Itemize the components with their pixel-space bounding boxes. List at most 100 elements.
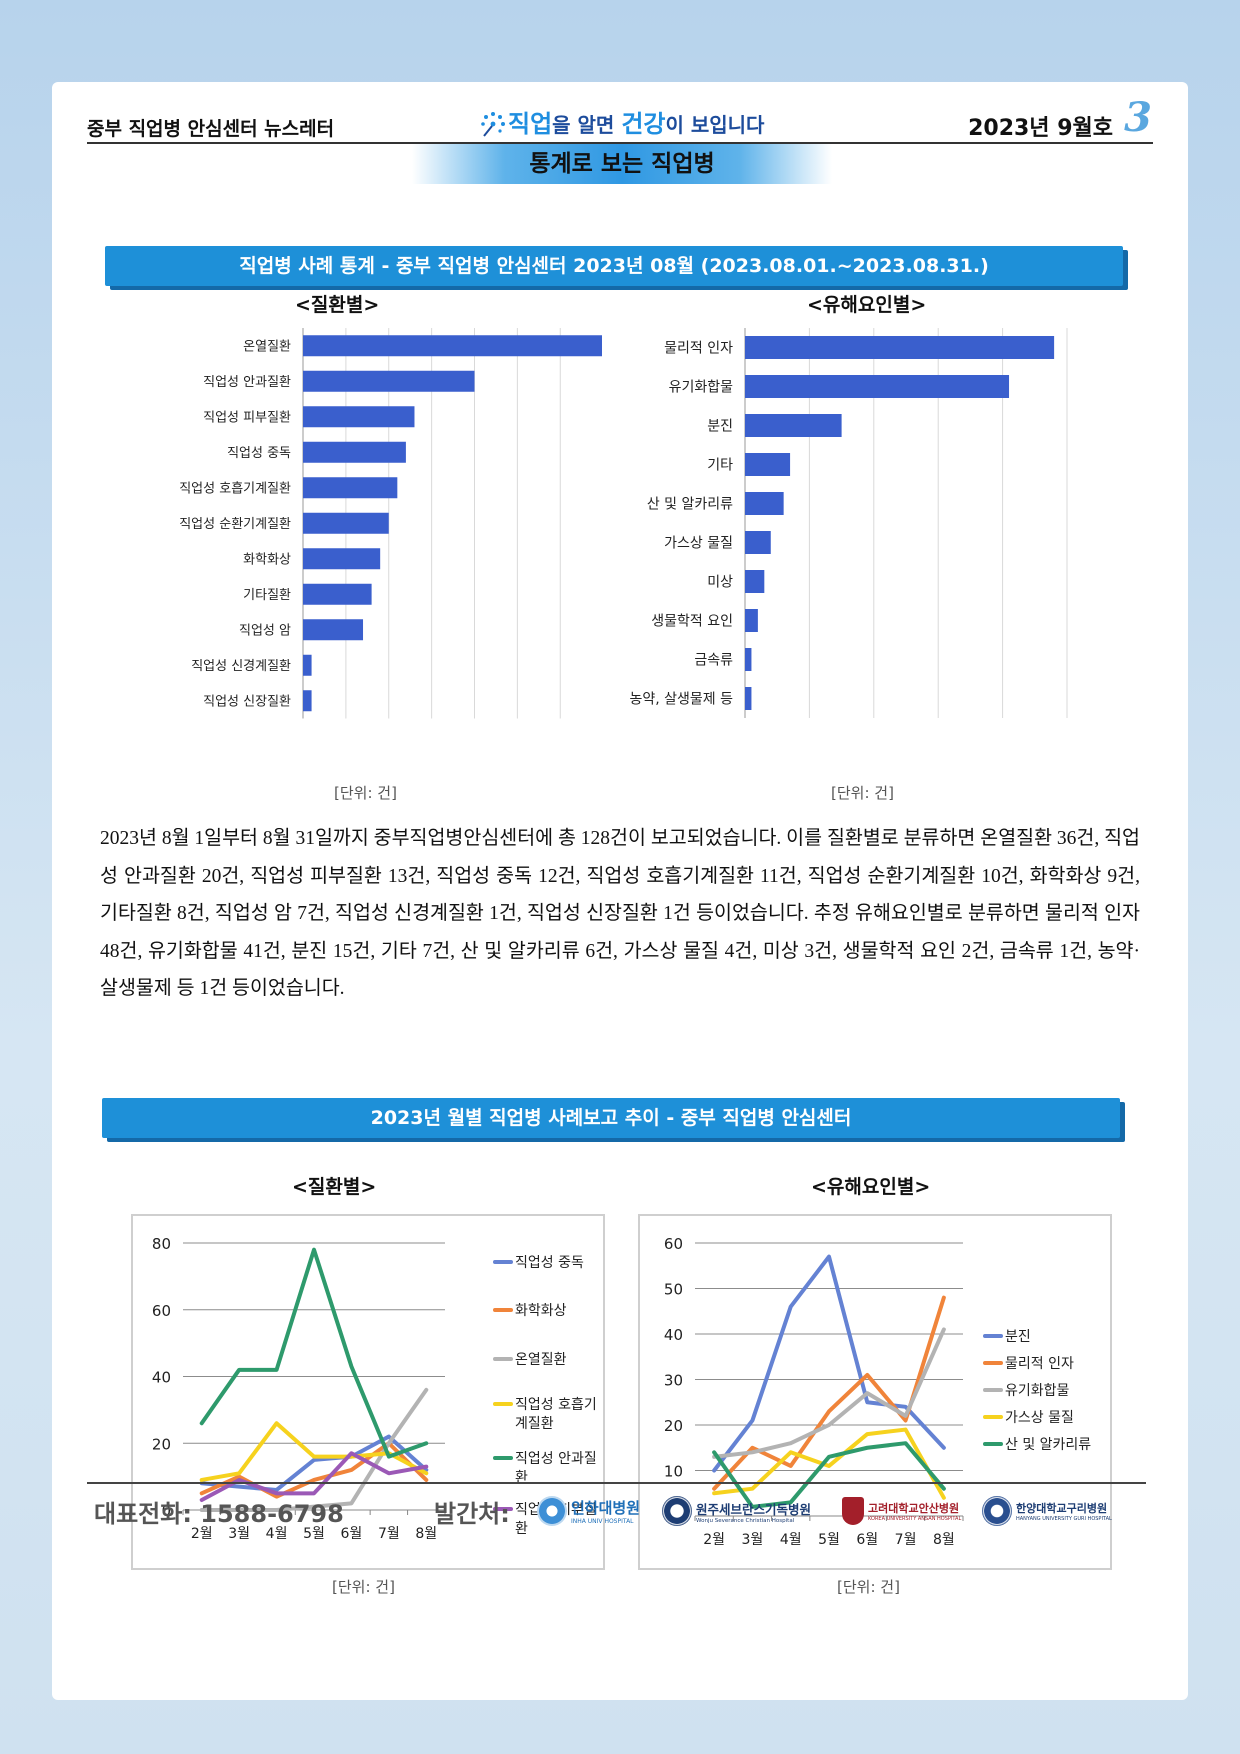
- legend-label: 직업성 호흡기 계질환: [515, 1397, 597, 1432]
- bar-직업성 피부질환: [303, 406, 415, 428]
- legend-label-part: 가스상 물질: [1005, 1410, 1074, 1426]
- bar-직업성 암: [303, 619, 364, 641]
- bar-직업성 신장질환: [303, 690, 312, 712]
- category-label: 기타질환: [243, 588, 291, 603]
- slogan: 직업을 알면 건강이 보입니다: [480, 104, 764, 139]
- legend-label: 온열질환: [515, 1352, 567, 1368]
- y-tick-label: 0: [161, 1502, 171, 1520]
- x-tick-label: 3월: [228, 1526, 250, 1542]
- x-tick-label: 2월: [703, 1532, 725, 1548]
- newsletter-name: 중부 직업병 안심센터 뉴스레터: [87, 118, 335, 140]
- x-tick-label: 5월: [303, 1526, 325, 1542]
- legend-label: 산 및 알카리류: [1005, 1437, 1091, 1453]
- bar-직업성 중독: [303, 441, 406, 463]
- legend-label: 직업성 중독: [515, 1255, 584, 1271]
- category-label: 직업성 피부질환: [203, 410, 291, 425]
- wonju-name: 원주세브란스기독병원: [696, 1501, 812, 1517]
- wonju-hospital-logo: 원주세브란스기독병원 Wonju Severance Christian Hos…: [662, 1493, 811, 1529]
- category-label: 직업성 신경계질환: [191, 659, 291, 674]
- hanyang-name: 한양대학교구리병원: [1016, 1502, 1108, 1515]
- category-label: 산 및 알카리류: [647, 496, 733, 512]
- legend-label-part: 산 및 알카리류: [1005, 1437, 1091, 1453]
- bar-가스상 물질: [745, 531, 771, 554]
- x-tick-label: 4월: [266, 1526, 288, 1542]
- y-tick-label: 40: [664, 1326, 683, 1344]
- bar-직업성 호흡기계질환: [303, 477, 398, 499]
- bar-유기화합물: [745, 375, 1010, 398]
- series-line-직업성 안과질환: [199, 1247, 429, 1459]
- series-line-물리적 인자: [712, 1295, 946, 1491]
- bar-화학화상: [303, 548, 381, 570]
- legend-label-part: 유기화합물: [1005, 1383, 1070, 1399]
- line-chart-disease-unit: [단위: 건]: [332, 1578, 395, 1596]
- category-label: 물리적 인자: [664, 340, 733, 356]
- bar-chart-hazard-unit: [단위: 건]: [831, 784, 894, 802]
- x-tick-label: 6월: [341, 1526, 363, 1542]
- x-tick-label: 5월: [818, 1532, 840, 1548]
- legend-label: 유기화합물: [1005, 1383, 1070, 1399]
- y-tick-label: 20: [664, 1417, 683, 1435]
- header-divider: [87, 142, 1153, 144]
- legend-label-part: 계질환: [515, 1416, 554, 1432]
- line-chart-hazard-title: <유해요인별>: [811, 1176, 931, 1198]
- legend-label-part: 물리적 인자: [1005, 1356, 1074, 1372]
- x-tick-label: 3월: [742, 1532, 764, 1548]
- bar-chart-disease-unit: [단위: 건]: [334, 784, 397, 802]
- bar-chart-disease-title: <질환별>: [295, 294, 380, 316]
- series-line-유기화합물: [712, 1327, 946, 1459]
- line-chart-disease-title: <질환별>: [292, 1176, 377, 1198]
- hanyang-guri-hospital-logo: 한양대학교구리병원 HANYANG UNIVERSITY GURI HOSPIT…: [982, 1493, 1112, 1529]
- category-label: 직업성 암: [239, 623, 291, 638]
- legend-label-part: 분진: [1005, 1329, 1031, 1345]
- bar-미상: [745, 570, 765, 593]
- bar-chart-hazard-title: <유해요인별>: [807, 294, 927, 316]
- issue-date: 2023년 9월호: [968, 116, 1113, 141]
- category-label: 가스상 물질: [664, 535, 733, 551]
- category-label: 직업성 중독: [227, 446, 291, 461]
- footer-divider: [87, 1482, 1146, 1484]
- inha-hospital-logo: 인하대병원 INHA UNIV HOSPITAL: [537, 1493, 640, 1529]
- bar-산 및 알카리류: [745, 492, 784, 515]
- y-tick-label: 40: [152, 1369, 171, 1387]
- sunburst-icon: [481, 112, 505, 137]
- line-chart-disease-frame: 0 20 40 60 80 2월 3월 4월 5월 6월 7월 8월 직업성 중독 화학화상 온열질환 직업성…: [131, 1214, 605, 1570]
- publisher-label: 발간처:: [434, 1500, 510, 1528]
- category-label: 농약, 살생물제 등: [629, 691, 733, 707]
- bar-분진: [745, 414, 842, 437]
- category-label: 직업성 호흡기계질환: [179, 481, 291, 496]
- line-chart-hazard: 01020304050602월3월4월5월6월7월8월분진물리적 인자유기화합물…: [664, 1235, 1091, 1548]
- category-label: 유기화합물: [669, 379, 734, 395]
- x-tick-label: 7월: [895, 1532, 917, 1548]
- y-tick-label: 30: [664, 1372, 683, 1390]
- category-label: 기타: [707, 457, 733, 473]
- series-line-가스상 물질: [712, 1427, 946, 1500]
- category-label: 직업성 순환기계질환: [179, 517, 291, 532]
- section-title: 통계로 보는 직업병: [412, 144, 832, 184]
- line-chart-hazard-unit: [단위: 건]: [837, 1578, 900, 1596]
- category-label: 직업성 안과질환: [203, 375, 291, 390]
- hanyang-sub: HANYANG UNIVERSITY GURI HOSPITAL: [1016, 1516, 1112, 1522]
- series-line-산 및 알카리류: [712, 1441, 946, 1509]
- slogan-health: 건강: [621, 110, 666, 138]
- bar-농약, 살생물제 등: [745, 687, 752, 710]
- legend-label-part: 온열질환: [515, 1352, 567, 1368]
- category-label: 온열질환: [243, 339, 291, 354]
- trend-banner: 2023년 월별 직업병 사례보고 추이 - 중부 직업병 안심센터: [102, 1098, 1120, 1138]
- legend-label-part: 화학화상: [515, 1303, 567, 1319]
- x-tick-label: 8월: [933, 1532, 955, 1548]
- wonju-emblem-icon: [662, 1496, 692, 1526]
- category-label: 미상: [707, 574, 733, 590]
- series-line-화학화상: [199, 1441, 429, 1499]
- slogan-part2: 을 알면: [552, 113, 622, 137]
- legend-label: 분진: [1005, 1329, 1031, 1345]
- inha-name: 인하대병원: [571, 1499, 641, 1517]
- series-line-직업성 피부질환: [199, 1451, 429, 1502]
- category-label: 생물학적 요인: [651, 613, 733, 629]
- bar-직업성 안과질환: [303, 370, 475, 392]
- bar-직업성 순환기계질환: [303, 512, 389, 534]
- legend-label-part: 환: [515, 1521, 528, 1537]
- legend-label: 물리적 인자: [1005, 1356, 1074, 1372]
- phone-number: 대표전화: 1588-6798: [94, 1500, 344, 1528]
